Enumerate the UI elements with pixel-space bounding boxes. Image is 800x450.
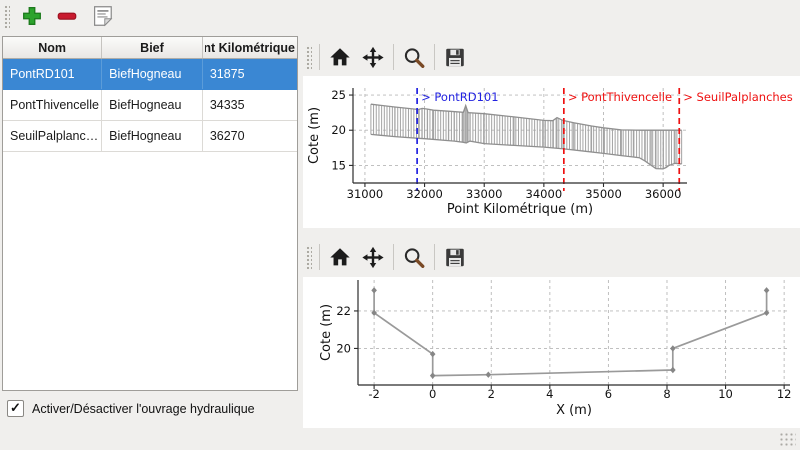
toolbar-separator (319, 44, 320, 70)
svg-text:10: 10 (718, 387, 733, 401)
svg-text:X (m): X (m) (556, 403, 592, 418)
cell-pk[interactable]: 31875 (202, 58, 297, 90)
svg-text:15: 15 (331, 158, 346, 172)
home-button[interactable] (327, 44, 353, 70)
zoom-button[interactable] (401, 44, 427, 70)
cell-nom[interactable]: PontRD101 (3, 58, 103, 90)
cross-section-plot-toolbar (303, 238, 800, 276)
longitudinal-profile-chart[interactable]: > PontRD101 > PontThivencelle > SeuilPalpl… (303, 76, 800, 228)
svg-text:33000: 33000 (466, 187, 503, 201)
pan-icon (362, 46, 384, 68)
zoom-button[interactable] (401, 244, 427, 270)
save-button[interactable] (442, 244, 468, 270)
svg-text:4: 4 (546, 387, 553, 401)
window-resize-grip[interactable] (779, 432, 796, 446)
activate-structure-label: Activer/Désactiver l'ouvrage hydraulique (32, 401, 255, 416)
toolbar-separator (319, 244, 320, 270)
column-header-point-kilometrique[interactable]: Point Kilométrique (202, 37, 297, 59)
toolbar-separator (393, 244, 394, 270)
table-row[interactable]: SeuilPalplanches BiefHogneau 36270 (3, 120, 297, 152)
svg-text:2: 2 (488, 387, 495, 401)
minus-icon (57, 12, 77, 20)
home-icon (330, 47, 350, 65)
svg-text:> PontThivencelle: > PontThivencelle (568, 90, 672, 104)
remove-button[interactable] (54, 3, 80, 29)
svg-text:22: 22 (336, 304, 351, 318)
toolbar-separator (393, 44, 394, 70)
column-header-bief[interactable]: Bief (101, 37, 203, 59)
cell-nom[interactable]: PontThivencelle (3, 89, 103, 121)
cell-bief[interactable]: BiefHogneau (101, 120, 203, 152)
cell-bief[interactable]: BiefHogneau (101, 89, 203, 121)
activate-structure-checkbox[interactable]: ✓ (7, 400, 24, 417)
svg-text:36000: 36000 (645, 187, 682, 201)
plus-icon (23, 7, 41, 25)
longitudinal-profile-canvas[interactable]: > PontRD101 > PontThivencelle > SeuilPalpl… (303, 76, 800, 228)
svg-text:20: 20 (336, 341, 351, 355)
cross-section-chart[interactable]: -2 0 2 4 6 8 10 12 20 22 X (m) Cote (m) (303, 277, 800, 428)
toolbar-drag-handle[interactable] (305, 45, 312, 69)
pan-button[interactable] (360, 244, 386, 270)
hydraulic-works-toolbar (0, 0, 303, 32)
table-row[interactable]: PontThivencelle BiefHogneau 34335 (3, 89, 297, 121)
home-button[interactable] (327, 244, 353, 270)
save-icon (446, 48, 464, 66)
svg-text:0: 0 (429, 387, 436, 401)
svg-text:Point Kilométrique (m): Point Kilométrique (m) (447, 202, 593, 217)
cell-bief[interactable]: BiefHogneau (101, 58, 203, 90)
table-row[interactable]: PontRD101 BiefHogneau 31875 (3, 58, 297, 90)
toolbar-separator (434, 244, 435, 270)
cell-nom[interactable]: SeuilPalplanches (3, 120, 103, 152)
svg-text:Cote (m): Cote (m) (307, 107, 322, 164)
add-button[interactable] (19, 3, 45, 29)
save-button[interactable] (442, 44, 468, 70)
hydraulic-works-table: Nom Bief Point Kilométrique PontRD101 Bi… (2, 36, 298, 391)
column-header-nom[interactable]: Nom (3, 37, 103, 59)
pan-icon (362, 246, 384, 268)
svg-text:6: 6 (605, 387, 612, 401)
activate-structure-row: ✓ Activer/Désactiver l'ouvrage hydrauliq… (7, 400, 255, 417)
home-icon (330, 247, 350, 265)
svg-text:8: 8 (663, 387, 670, 401)
svg-text:35000: 35000 (585, 187, 622, 201)
svg-text:12: 12 (777, 387, 792, 401)
zoom-icon (404, 247, 425, 268)
cross-section-canvas[interactable]: -2 0 2 4 6 8 10 12 20 22 X (m) Cote (m) (303, 277, 800, 428)
toolbar-separator (434, 44, 435, 70)
table-header-row: Nom Bief Point Kilométrique (3, 37, 297, 59)
svg-text:-2: -2 (368, 387, 379, 401)
svg-text:20: 20 (331, 123, 346, 137)
save-icon (446, 248, 464, 266)
svg-text:> SeuilPalplanches: > SeuilPalplanches (683, 90, 793, 104)
svg-text:31000: 31000 (347, 187, 384, 201)
svg-text:32000: 32000 (406, 187, 443, 201)
svg-text:> PontRD101: > PontRD101 (421, 90, 498, 104)
edit-notes-button[interactable] (89, 3, 115, 29)
checkmark-icon: ✓ (10, 400, 21, 415)
profile-plot-toolbar (303, 38, 800, 76)
svg-text:34000: 34000 (526, 187, 563, 201)
pan-button[interactable] (360, 44, 386, 70)
toolbar-drag-handle[interactable] (3, 4, 10, 28)
svg-text:Cote (m): Cote (m) (319, 304, 334, 361)
toolbar-drag-handle[interactable] (305, 245, 312, 269)
cell-pk[interactable]: 36270 (202, 120, 297, 152)
notes-icon (94, 6, 113, 27)
svg-text:25: 25 (331, 88, 346, 102)
cell-pk[interactable]: 34335 (202, 89, 297, 121)
zoom-icon (404, 47, 425, 68)
